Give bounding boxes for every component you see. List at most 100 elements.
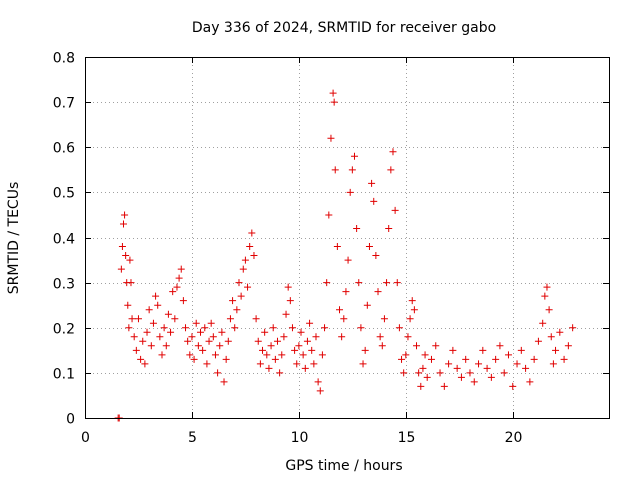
data-point xyxy=(269,324,277,332)
data-point xyxy=(196,328,204,336)
data-point xyxy=(132,346,140,354)
data-point xyxy=(385,224,393,232)
x-tick-label: 15 xyxy=(398,430,416,446)
data-point xyxy=(543,283,551,291)
data-point xyxy=(316,387,324,395)
data-point xyxy=(517,346,525,354)
y-tick-label: 0.4 xyxy=(53,232,75,248)
data-point xyxy=(125,324,133,332)
x-tick-label: 20 xyxy=(505,430,523,446)
data-point xyxy=(190,355,198,363)
data-point xyxy=(134,315,142,323)
data-point xyxy=(355,279,363,287)
data-point xyxy=(541,292,549,300)
data-point xyxy=(391,206,399,214)
data-point xyxy=(177,265,185,273)
data-point xyxy=(492,355,500,363)
data-point xyxy=(122,252,130,260)
data-point xyxy=(188,333,196,341)
data-point xyxy=(329,89,337,97)
data-point xyxy=(143,328,151,336)
data-point xyxy=(244,283,252,291)
data-point xyxy=(256,360,264,368)
data-point xyxy=(252,315,260,323)
data-point xyxy=(211,351,219,359)
data-point xyxy=(504,351,512,359)
data-point xyxy=(308,346,316,354)
data-point xyxy=(158,351,166,359)
data-point xyxy=(466,369,474,377)
data-point xyxy=(173,283,181,291)
data-point xyxy=(130,333,138,341)
data-point xyxy=(509,382,517,390)
data-point xyxy=(453,364,461,372)
data-point xyxy=(449,346,457,354)
y-tick-label: 0.5 xyxy=(53,186,75,202)
data-point xyxy=(141,360,149,368)
data-point xyxy=(226,315,234,323)
data-point xyxy=(280,333,288,341)
data-point xyxy=(462,355,470,363)
data-point xyxy=(372,252,380,260)
data-point xyxy=(233,306,241,314)
data-point xyxy=(199,346,207,354)
data-point xyxy=(410,306,418,314)
data-point xyxy=(436,369,444,377)
data-point xyxy=(560,355,568,363)
data-points xyxy=(114,89,577,422)
data-point xyxy=(404,333,412,341)
plot-frame xyxy=(85,57,610,419)
data-point xyxy=(216,342,224,350)
data-point xyxy=(483,364,491,372)
data-point xyxy=(301,364,309,372)
data-point xyxy=(209,333,217,341)
data-point xyxy=(246,243,254,251)
data-point xyxy=(526,378,534,386)
data-point xyxy=(118,243,126,251)
data-point xyxy=(207,319,215,327)
ticks xyxy=(85,57,609,419)
data-point xyxy=(327,134,335,142)
data-point xyxy=(265,364,273,372)
data-point xyxy=(346,188,354,196)
data-point xyxy=(370,197,378,205)
data-point xyxy=(175,274,183,282)
data-point xyxy=(310,360,318,368)
data-point xyxy=(534,337,542,345)
y-tick-label: 0.1 xyxy=(53,367,75,383)
data-point xyxy=(314,378,322,386)
data-point xyxy=(475,360,483,368)
data-point xyxy=(214,369,222,377)
data-point xyxy=(186,351,194,359)
data-point xyxy=(167,328,175,336)
data-point xyxy=(423,373,431,381)
data-point xyxy=(276,369,284,377)
data-point xyxy=(393,279,401,287)
data-point xyxy=(539,319,547,327)
data-point xyxy=(152,292,160,300)
data-point xyxy=(239,265,247,273)
data-point xyxy=(432,342,440,350)
tick-labels: 0 5 10 15 20 0 0.1 0.2 0.3 0.4 0.5 0.6 0.7 0.8 xyxy=(53,51,523,447)
data-point xyxy=(254,337,262,345)
data-point xyxy=(344,256,352,264)
data-point xyxy=(500,369,508,377)
data-point xyxy=(286,297,294,305)
data-point xyxy=(237,292,245,300)
data-point xyxy=(427,355,435,363)
data-point xyxy=(306,319,314,327)
data-point xyxy=(126,256,134,264)
data-point xyxy=(278,351,286,359)
data-point xyxy=(303,337,311,345)
data-point xyxy=(406,315,414,323)
data-point xyxy=(224,337,232,345)
data-point xyxy=(357,324,365,332)
data-point xyxy=(417,382,425,390)
data-point xyxy=(470,378,478,386)
data-point xyxy=(340,315,348,323)
data-point xyxy=(408,297,416,305)
data-point xyxy=(293,360,301,368)
data-point xyxy=(389,148,397,156)
data-point xyxy=(445,360,453,368)
data-point xyxy=(220,378,228,386)
